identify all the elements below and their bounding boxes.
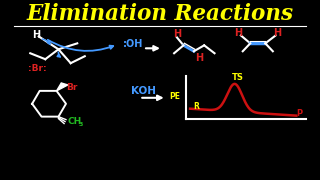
Text: H: H (234, 28, 242, 39)
Text: H: H (274, 28, 282, 39)
Text: H: H (196, 53, 204, 63)
Text: PE: PE (170, 92, 181, 101)
Text: :OH: :OH (122, 39, 143, 49)
Text: :Br:: :Br: (28, 64, 47, 73)
Text: TS: TS (232, 73, 244, 82)
Text: 3: 3 (78, 122, 83, 127)
Text: P: P (296, 109, 302, 118)
Text: Br: Br (66, 83, 77, 92)
Text: R: R (194, 102, 200, 111)
Text: H: H (173, 30, 181, 39)
Text: H: H (32, 30, 40, 40)
Polygon shape (57, 83, 68, 91)
Text: Elimination Reactions: Elimination Reactions (27, 3, 293, 25)
Text: KOH: KOH (131, 86, 156, 96)
Text: CH: CH (68, 117, 82, 126)
